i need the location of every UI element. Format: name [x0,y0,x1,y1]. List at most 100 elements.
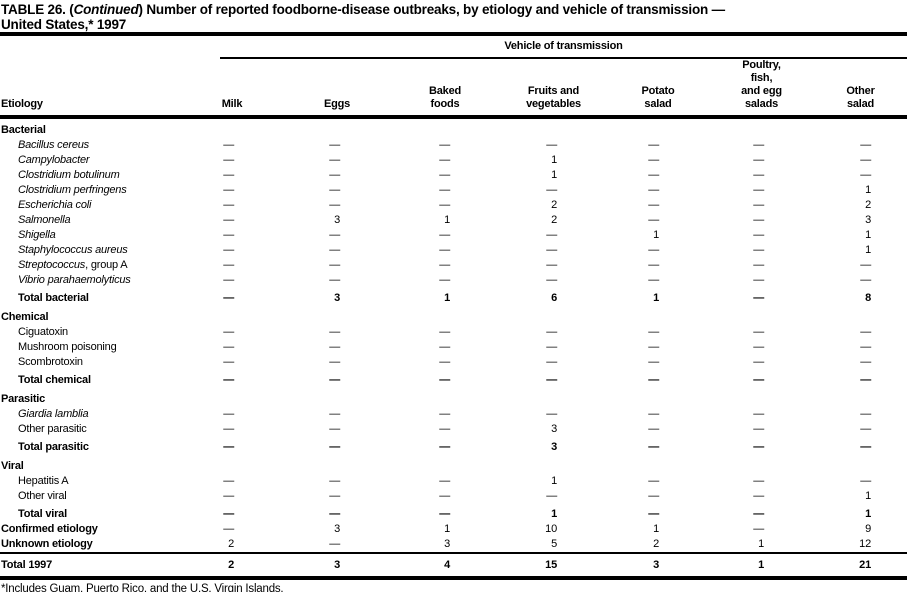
outbreaks-table: Vehicle of transmission Etiology Milk Eg… [0,36,907,576]
value-cell: — [223,490,234,502]
value-cell: — [860,326,872,338]
table-row: Campylobacter — — — 1 — — — [0,153,907,168]
value-cell: — [223,184,234,196]
value-cell: 3 [334,523,340,535]
value-cell: — [223,356,234,368]
vehicle-span-header: Vehicle of transmission [180,36,907,59]
value-cell: — [439,326,450,338]
value-cell: — [753,408,764,420]
value-cell: — [753,523,764,535]
etiology-cell: Clostridium botulinum [0,168,180,183]
etiology-cell: Campylobacter [0,153,180,168]
value-cell: — [860,154,872,166]
value-cell: — [860,169,872,181]
value-cell: — [329,244,340,256]
value-cell: 6 [551,292,557,304]
table-row: Escherichia coli — — — 2 — — 2 [0,198,907,213]
value-cell: — [753,356,764,368]
etiology-cell: Vibrio parahaemolyticus [0,273,180,288]
value-cell: — [546,139,557,151]
value-cell: — [753,184,764,196]
etiology-name-suffix: Scombrotoxin [18,356,83,368]
value-cell: 1 [865,490,872,502]
section-label: Bacterial [1,124,46,136]
total-label: Total viral [18,508,67,520]
total-row-bacterial: Total bacterial — 3 1 6 1 — 8 [0,288,907,306]
value-cell: — [648,508,659,520]
value-cell: 1 [709,552,814,576]
value-cell: — [439,341,450,353]
etiology-name: Campylobacter [18,154,90,166]
value-cell: — [753,274,764,286]
bottom-rule [0,576,907,580]
value-cell: 10 [545,523,557,535]
value-cell: — [860,423,872,435]
value-cell: 1 [444,292,450,304]
value-cell: — [648,423,659,435]
value-cell: — [648,408,659,420]
value-cell: — [223,523,234,535]
value-cell: 1 [758,538,764,550]
value-cell: — [223,139,234,151]
column-header-other-salad: Other salad [814,59,907,119]
value-cell: — [860,274,872,286]
value-cell: 1 [865,184,872,196]
value-cell: — [860,259,872,271]
etiology-name: Streptococcus [18,259,86,271]
value-cell: — [329,139,340,151]
etiology-cell: Shigella [0,228,180,243]
value-cell: — [223,274,234,286]
value-cell: 15 [500,552,607,576]
value-cell: — [223,441,234,453]
value-cell: 4 [390,552,500,576]
value-cell: — [860,441,872,453]
value-cell: — [648,184,659,196]
value-cell: — [329,408,340,420]
value-cell: — [860,475,872,487]
table-row: Mushroom poisoning — — — — — — — [0,340,907,355]
column-header-fruits-vegetables: Fruits and vegetables [500,59,607,119]
value-cell: — [753,139,764,151]
value-cell: — [439,508,450,520]
value-cell: — [753,214,764,226]
value-cell: — [439,169,450,181]
value-cell: — [648,490,659,502]
value-cell: — [329,356,340,368]
etiology-name: Shigella [18,229,56,241]
value-cell: — [439,199,450,211]
column-header-potato-salad: Potato salad [607,59,709,119]
value-cell: — [439,139,450,151]
value-cell: — [329,374,340,386]
total-row-parasitic: Total parasitic — — — 3 — — — [0,437,907,455]
value-cell: — [753,169,764,181]
section-row-viral: Viral [0,455,907,474]
etiology-cell: Bacillus cereus [0,138,180,153]
value-cell: 9 [865,523,872,535]
value-cell: 3 [334,214,340,226]
section-label: Parasitic [1,393,46,405]
column-header-eggs: Eggs [284,59,390,119]
value-cell: — [329,538,340,550]
value-cell: 3 [284,552,390,576]
total-label: Total chemical [18,374,91,386]
value-cell: — [546,490,557,502]
value-cell: 12 [859,538,872,550]
column-header-etiology: Etiology [0,59,180,119]
etiology-name: Staphylococcus aureus [18,244,128,256]
value-cell: — [329,475,340,487]
value-cell: — [860,408,872,420]
vehicle-span-underline: Vehicle of transmission [220,40,907,59]
value-cell: — [223,199,234,211]
value-cell: — [753,244,764,256]
value-cell: — [648,244,659,256]
value-cell: — [648,441,659,453]
table-row: Giardia lamblia — — — — — — — [0,407,907,422]
value-cell: — [223,214,234,226]
etiology-name-suffix: Mushroom poisoning [18,341,117,353]
table-header: Vehicle of transmission Etiology Milk Eg… [0,36,907,119]
value-cell: 5 [551,538,557,550]
value-cell: — [223,259,234,271]
section-label: Chemical [1,311,49,323]
value-cell: — [223,154,234,166]
value-cell: 8 [865,292,872,304]
